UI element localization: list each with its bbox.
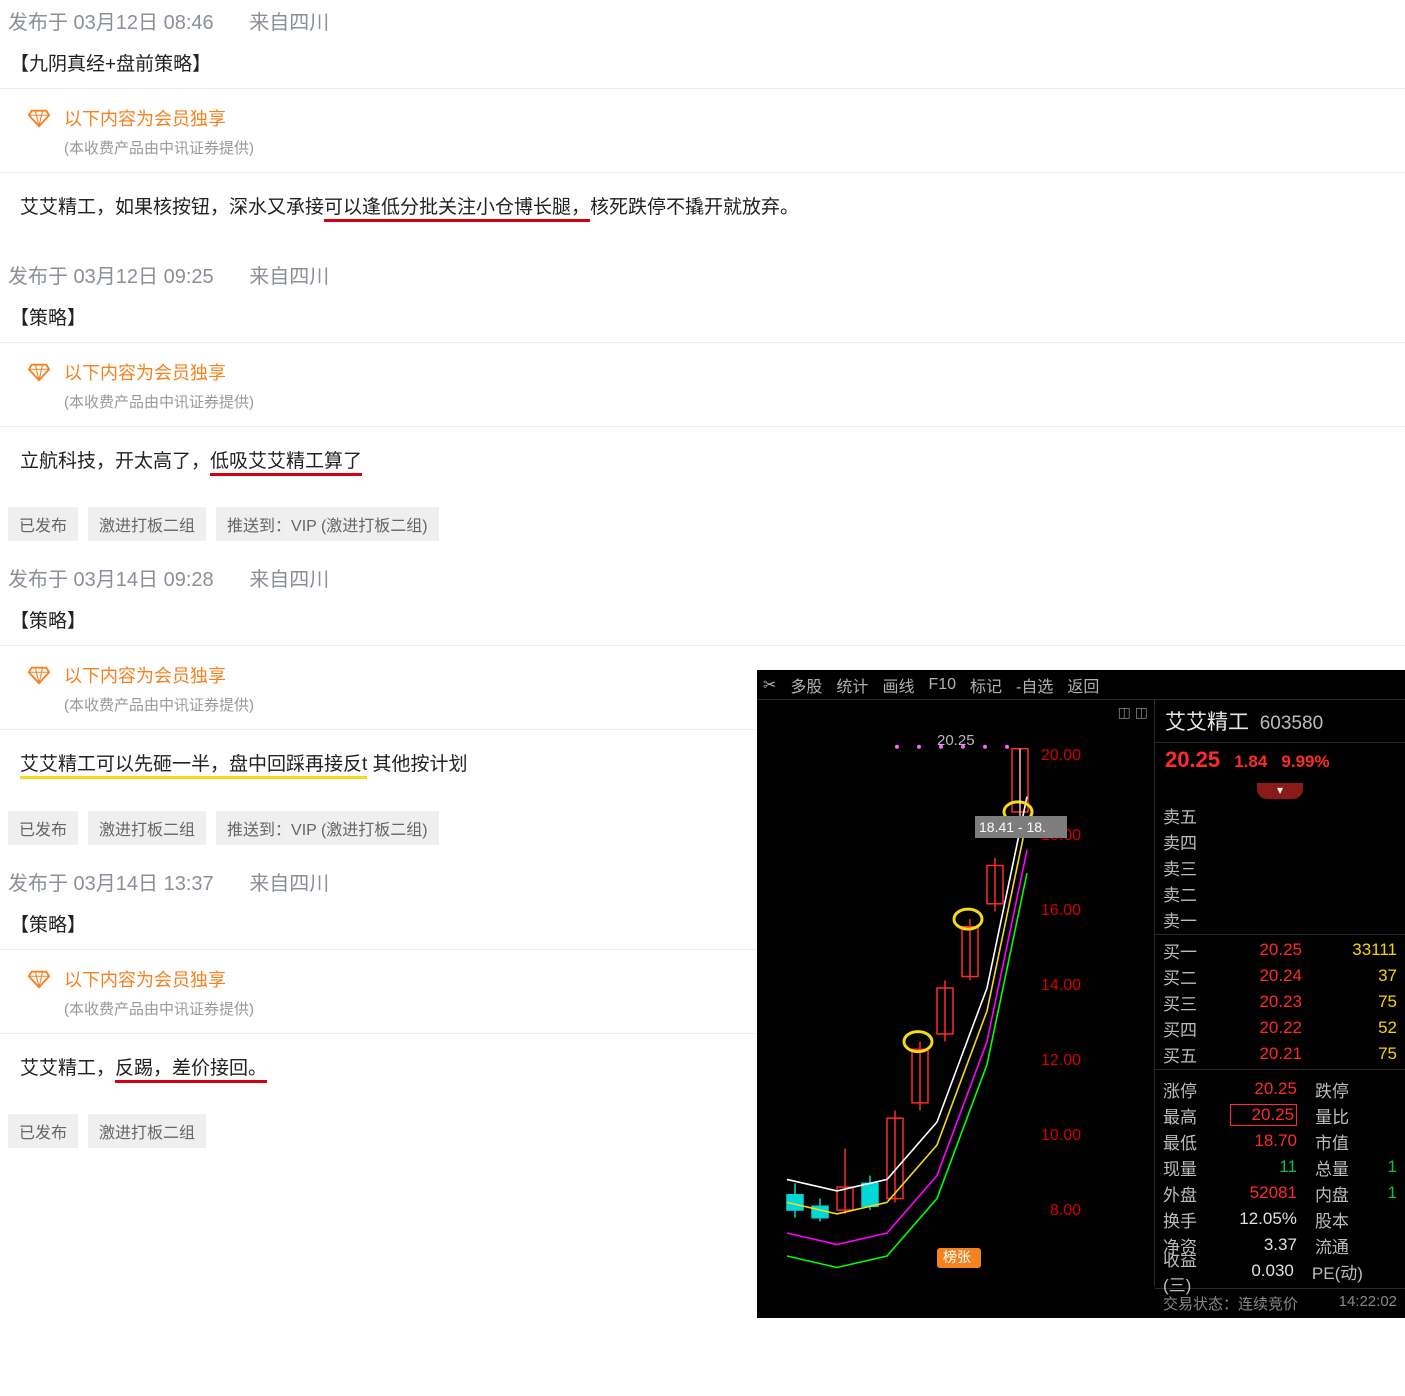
- post-date: 发布于 03月14日 09:28: [8, 569, 214, 591]
- tab-crop[interactable]: ✂: [763, 675, 776, 695]
- quote-column: 艾艾精工 603580 20.25 1.84 9.99% ▾ 卖五 卖四 卖三 …: [1155, 700, 1405, 1318]
- svg-text:16.00: 16.00: [1041, 902, 1081, 919]
- tab-draw[interactable]: 画线: [882, 673, 914, 697]
- tag[interactable]: 推送到：VIP (激进打板二组): [216, 811, 439, 845]
- stats-row: 涨停 20.25 跌停: [1163, 1076, 1397, 1102]
- vip-sub: (本收费产品由中讯证券提供): [64, 137, 1377, 158]
- tag[interactable]: 已发布: [8, 507, 78, 541]
- tag[interactable]: 已发布: [8, 811, 78, 845]
- post-title: 【九阴真经+盘前策略】: [0, 41, 1405, 88]
- svg-text:14.00: 14.00: [1041, 977, 1081, 994]
- diamond-icon: [28, 107, 50, 129]
- post-location: 来自四川: [249, 569, 329, 591]
- post-title: 【策略】: [0, 598, 1405, 645]
- svg-text:12.00: 12.00: [1041, 1052, 1081, 1069]
- post-meta: 发布于 03月12日 08:46 来自四川: [0, 0, 1405, 41]
- candlestick-chart[interactable]: ◫ ◫ 20.0018.0016.0014.0012.0010.008.0020…: [757, 700, 1155, 1286]
- tag[interactable]: 推送到：VIP (激进打板二组): [216, 507, 439, 541]
- tag[interactable]: 激进打板二组: [88, 811, 206, 845]
- tag[interactable]: 激进打板二组: [88, 1114, 206, 1148]
- tag[interactable]: 已发布: [8, 1114, 78, 1148]
- chart-mode-icons[interactable]: ◫ ◫: [1118, 704, 1148, 721]
- orderbook-row: 买五 20.21 75: [1163, 1041, 1397, 1067]
- tab-duo[interactable]: 多股: [790, 673, 822, 697]
- tab-fav[interactable]: -自选: [1016, 673, 1053, 697]
- svg-text:榜张: 榜张: [943, 1249, 971, 1265]
- tab-stat[interactable]: 统计: [836, 673, 868, 697]
- vip-title: 以下内容为会员独享: [64, 662, 226, 688]
- post-date: 发布于 03月12日 08:46: [8, 12, 214, 34]
- vip-title: 以下内容为会员独享: [64, 105, 226, 131]
- tab-back[interactable]: 返回: [1067, 673, 1099, 697]
- vip-title: 以下内容为会员独享: [64, 359, 226, 385]
- stats-row: 现量 11 总量 1: [1163, 1154, 1397, 1180]
- tag[interactable]: 激进打板二组: [88, 507, 206, 541]
- orderbook-sell: 卖五 卖四 卖三 卖二 卖一: [1155, 802, 1405, 932]
- post: 发布于 03月12日 08:46 来自四川 【九阴真经+盘前策略】 以下内容为会…: [0, 0, 1405, 244]
- stats-row: 外盘 52081 内盘 1: [1163, 1180, 1397, 1206]
- vip-notice: 以下内容为会员独享 (本收费产品由中讯证券提供): [0, 342, 1405, 427]
- svg-text:8.00: 8.00: [1050, 1202, 1081, 1219]
- post-meta: 发布于 03月14日 09:28 来自四川: [0, 557, 1405, 598]
- stats-row: 最高 20.25 量比: [1163, 1102, 1397, 1128]
- svg-text:10.00: 10.00: [1041, 1127, 1081, 1144]
- svg-text:20.25: 20.25: [937, 732, 975, 749]
- post-location: 来自四川: [249, 12, 329, 34]
- post-date: 发布于 03月12日 09:25: [8, 266, 214, 288]
- post-tags: 已发布激进打板二组推送到：VIP (激进打板二组): [0, 497, 1405, 547]
- tab-mark[interactable]: 标记: [970, 673, 1002, 697]
- tab-f10[interactable]: F10: [928, 676, 956, 694]
- vip-notice: 以下内容为会员独享 (本收费产品由中讯证券提供): [0, 88, 1405, 173]
- vip-title: 以下内容为会员独享: [64, 966, 226, 992]
- stock-code: 603580: [1260, 713, 1323, 734]
- orderbook-row: 买一 20.25 33111: [1163, 937, 1397, 963]
- stock-quote-panel: ✂ 多股 统计 画线 F10 标记 -自选 返回 ◫ ◫ 20.0018.001…: [757, 670, 1405, 1318]
- post-title: 【策略】: [0, 295, 1405, 342]
- stats-row: 换手 12.05% 股本: [1163, 1206, 1397, 1232]
- svg-text:18.41 - 18.: 18.41 - 18.: [979, 819, 1046, 835]
- post-location: 来自四川: [249, 266, 329, 288]
- expand-quote-button[interactable]: ▾: [1257, 783, 1303, 799]
- post: 发布于 03月12日 09:25 来自四川 【策略】 以下内容为会员独享 (本收…: [0, 254, 1405, 548]
- post-meta: 发布于 03月12日 09:25 来自四川: [0, 254, 1405, 295]
- orderbook-row: 卖三: [1163, 854, 1397, 880]
- orderbook-row: 买四 20.22 52: [1163, 1015, 1397, 1041]
- orderbook-buy: 买一 20.25 33111 买二 20.24 37 买三 20.23 75 买…: [1155, 937, 1405, 1067]
- diamond-icon: [28, 968, 50, 990]
- stock-last-price: 20.25 1.84 9.99%: [1155, 743, 1405, 777]
- orderbook-row: 卖一: [1163, 906, 1397, 932]
- stats-row: 收益(三) 0.030 PE(动): [1163, 1258, 1397, 1284]
- orderbook-row: 买二 20.24 37: [1163, 963, 1397, 989]
- post-content: 艾艾精工，如果核按钮，深水又承接可以逢低分批关注小仓博长腿，核死跌停不撬开就放弃…: [0, 173, 1405, 244]
- post-date: 发布于 03月14日 13:37: [8, 873, 214, 895]
- svg-text:20.00: 20.00: [1041, 747, 1081, 764]
- post-location: 来自四川: [249, 873, 329, 895]
- post-content: 立航科技，开太高了，低吸艾艾精工算了: [0, 427, 1405, 498]
- stats-row: 最低 18.70 市值: [1163, 1128, 1397, 1154]
- stock-tabs: ✂ 多股 统计 画线 F10 标记 -自选 返回: [757, 670, 1405, 700]
- orderbook-row: 买三 20.23 75: [1163, 989, 1397, 1015]
- orderbook-row: 卖四: [1163, 828, 1397, 854]
- diamond-icon: [28, 664, 50, 686]
- stock-name: 艾艾精工: [1165, 711, 1249, 734]
- vip-sub: (本收费产品由中讯证券提供): [64, 391, 1377, 412]
- diamond-icon: [28, 361, 50, 383]
- trade-status: 交易状态：连续竞价 14:22:02: [1155, 1288, 1405, 1318]
- orderbook-row: 卖五: [1163, 802, 1397, 828]
- stock-stats: 涨停 20.25 跌停 最高 20.25 量比 最低 18.70 市值 现量 1…: [1155, 1072, 1405, 1288]
- orderbook-row: 卖二: [1163, 880, 1397, 906]
